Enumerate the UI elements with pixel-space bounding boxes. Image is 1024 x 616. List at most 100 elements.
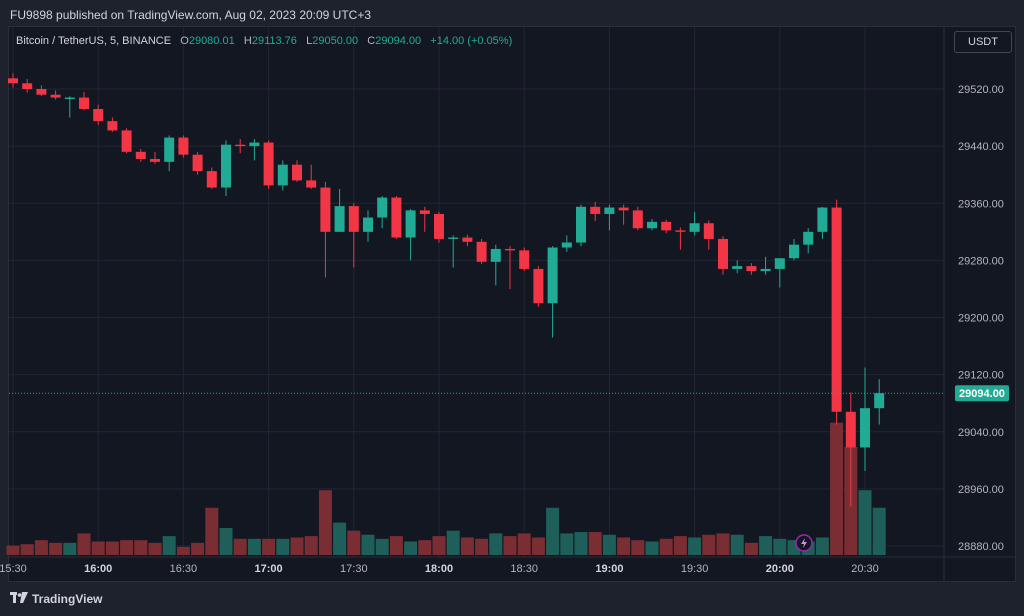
volume-bar [219,528,233,555]
candle [36,85,47,97]
candle [576,204,586,247]
candle-body [8,78,18,84]
candle-body [206,171,217,188]
candle [79,91,89,111]
volume-bar [446,530,460,555]
volume-bar [418,540,432,555]
candle-body [746,266,757,272]
candle-body [604,207,615,214]
time-axis: 15:30 16:00 16:30 17:00 17:30 18:00 18:30 19:00… [0,563,879,575]
volume-bar [247,538,261,555]
volume-bar [191,542,205,555]
volume-bar [304,536,318,555]
volume-bar [688,537,702,555]
volume-bar [375,538,389,555]
candle [150,151,160,164]
price-tick-label: 29360.00 [958,198,1004,210]
volume-bar [475,538,489,555]
volume-bar [489,533,503,555]
open-key: O [180,35,189,47]
time-tick-label: 17:30 [340,563,368,575]
candle-body [263,142,274,186]
candle-body [391,197,402,238]
candle-body [320,187,331,232]
candle [661,219,672,234]
time-tick-label: 18:00 [425,563,453,575]
candle-body [647,221,657,229]
volume-bar [759,536,773,555]
low-value: 29050.00 [312,35,359,47]
candle [448,235,459,268]
candle [419,206,430,232]
high-value: 29113.76 [251,35,297,47]
symbol-name: Bitcoin / TetherUS, 5, BINANCE [16,35,172,47]
candle [192,151,203,175]
candle [135,148,146,162]
candle [505,246,515,289]
candle [292,160,302,182]
volume-bar [830,422,844,555]
time-tick-label: 15:30 [0,563,27,575]
time-tick-label: 16:00 [84,563,112,575]
candle [590,201,601,222]
candle-body [79,97,89,109]
candle [93,104,104,125]
candle-body [561,242,572,248]
price-tick-label: 29120.00 [958,370,1004,382]
currency-button[interactable]: USDT [954,31,1012,53]
volume-bar [233,538,247,555]
candle [462,234,473,247]
volume-bar [815,537,829,555]
volume-bar [602,534,616,555]
candle-body [377,197,388,218]
volume-bar [460,537,474,555]
candle-body [334,206,345,232]
candle [831,199,842,425]
candle [760,256,771,275]
candle [348,203,359,268]
candle [703,220,714,250]
price-tick-label: 29040.00 [958,427,1004,439]
volume-bar [659,538,673,555]
volume-bar [361,534,375,555]
candle-body [476,241,487,262]
candle-body [845,411,856,448]
candle-body [419,210,430,214]
publisher-caption: FU9898 published on TradingView.com, Aug… [10,8,372,22]
candle-body [135,151,146,159]
candle-body [277,164,288,186]
last-price-marker: 29094.00 [9,385,1009,552]
volume-bar [404,541,418,555]
candle [519,247,530,272]
candle-body [93,108,104,122]
price-tick-label: 29520.00 [958,84,1004,96]
candle [618,204,629,225]
time-tick-label: 16:30 [170,563,198,575]
candle [803,228,814,254]
candle [845,392,856,507]
candle [675,227,686,250]
candle-body [221,144,231,188]
volume-bar [77,533,91,555]
volume-bar [673,536,687,555]
candle [860,367,870,472]
candle [718,236,728,275]
time-tick-label: 20:00 [766,563,794,575]
candle-body [519,250,530,269]
candle-body [405,210,416,238]
lightning-icon-bolt [801,538,807,548]
volume-bar [162,536,176,555]
volume-bar [588,532,602,555]
candle [107,117,118,132]
candle [817,206,828,239]
candle [732,260,743,274]
volume-bar [148,542,162,555]
tradingview-logo-icon [10,592,28,607]
volume-bar [205,507,219,555]
candle [647,218,657,231]
candle-body [590,206,601,214]
volume-bar [730,534,744,555]
candle-body [178,137,189,155]
volume-bar [134,540,148,555]
